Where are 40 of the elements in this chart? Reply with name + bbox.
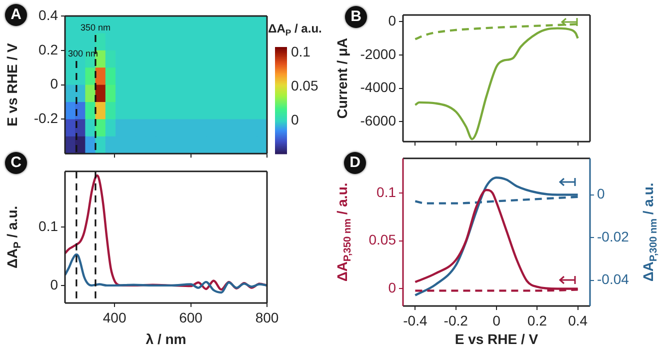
y-tick-label: 0 <box>388 280 396 296</box>
y-tick-label: 0.2 <box>38 41 58 58</box>
y-tick-label: 0 <box>50 76 58 92</box>
text: B <box>345 6 367 28</box>
x-tick-label: 0.4 <box>568 312 588 328</box>
y-tick-label: 0.1 <box>376 184 396 200</box>
y-tick-label: 0 <box>388 12 396 29</box>
x-axis-title: E vs RHE / V <box>454 330 539 347</box>
y-tick-label: -6000 <box>360 112 396 128</box>
y-axis-title: ΔAP,350 nm / a.u. <box>334 182 354 282</box>
x-tick-label: 0.2 <box>527 312 548 328</box>
y-axis-title: E vs RHE / V <box>4 42 20 126</box>
y-tick-label: 0 <box>50 276 58 292</box>
y-tick-label: 0.4 <box>38 6 58 23</box>
y2-tick-label: -0.02 <box>597 228 630 244</box>
color-bar-label: 0.05 <box>291 77 318 94</box>
y-tick-label: 0.1 <box>38 218 58 234</box>
x-tick-label: 600 <box>179 309 203 326</box>
y-tick-label: -2000 <box>360 46 396 62</box>
y2-tick-label: -0.04 <box>597 271 630 288</box>
x-tick-label: 800 <box>255 309 279 326</box>
text: D <box>344 152 366 174</box>
ref-line-label: 350 nm <box>80 22 111 32</box>
color-bar-label: 0.1 <box>291 43 311 60</box>
y2-tick-label: 0 <box>597 186 605 202</box>
text: A <box>5 4 27 26</box>
y-axis-title: Current / μA <box>334 38 350 119</box>
x-tick-label: -0.4 <box>403 312 428 328</box>
text: C <box>5 152 27 174</box>
color-bar-label: 0 <box>291 112 299 128</box>
x-tick-label: -0.2 <box>444 312 468 328</box>
x-tick-label: 0 <box>492 312 501 328</box>
y-tick-label: 0.05 <box>368 232 396 248</box>
y2-axis-title: ΔAP,300 nm / a.u. <box>640 182 660 282</box>
y-axis-title: ΔAP / a.u. <box>4 206 24 269</box>
x-tick-label: 400 <box>102 309 126 326</box>
ref-line-label: 300 nm <box>68 48 98 58</box>
y-tick-label: -4000 <box>360 79 396 96</box>
y-tick-label: -0.2 <box>34 110 58 126</box>
x-axis-title: λ / nm <box>146 330 186 347</box>
